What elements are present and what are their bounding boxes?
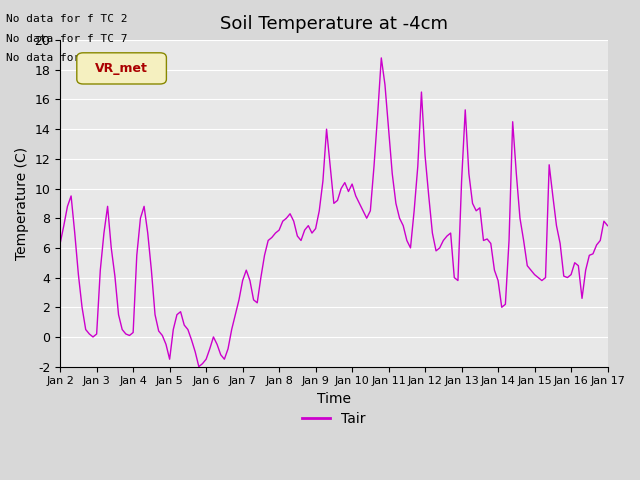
Title: Soil Temperature at -4cm: Soil Temperature at -4cm bbox=[220, 15, 448, 33]
Legend: Tair: Tair bbox=[296, 407, 371, 432]
Text: No data for f TC 12: No data for f TC 12 bbox=[6, 53, 134, 63]
Y-axis label: Temperature (C): Temperature (C) bbox=[15, 147, 29, 260]
Text: VR_met: VR_met bbox=[95, 61, 148, 75]
Text: No data for f TC 2: No data for f TC 2 bbox=[6, 14, 128, 24]
Text: No data for f TC 7: No data for f TC 7 bbox=[6, 34, 128, 44]
X-axis label: Time: Time bbox=[317, 392, 351, 406]
